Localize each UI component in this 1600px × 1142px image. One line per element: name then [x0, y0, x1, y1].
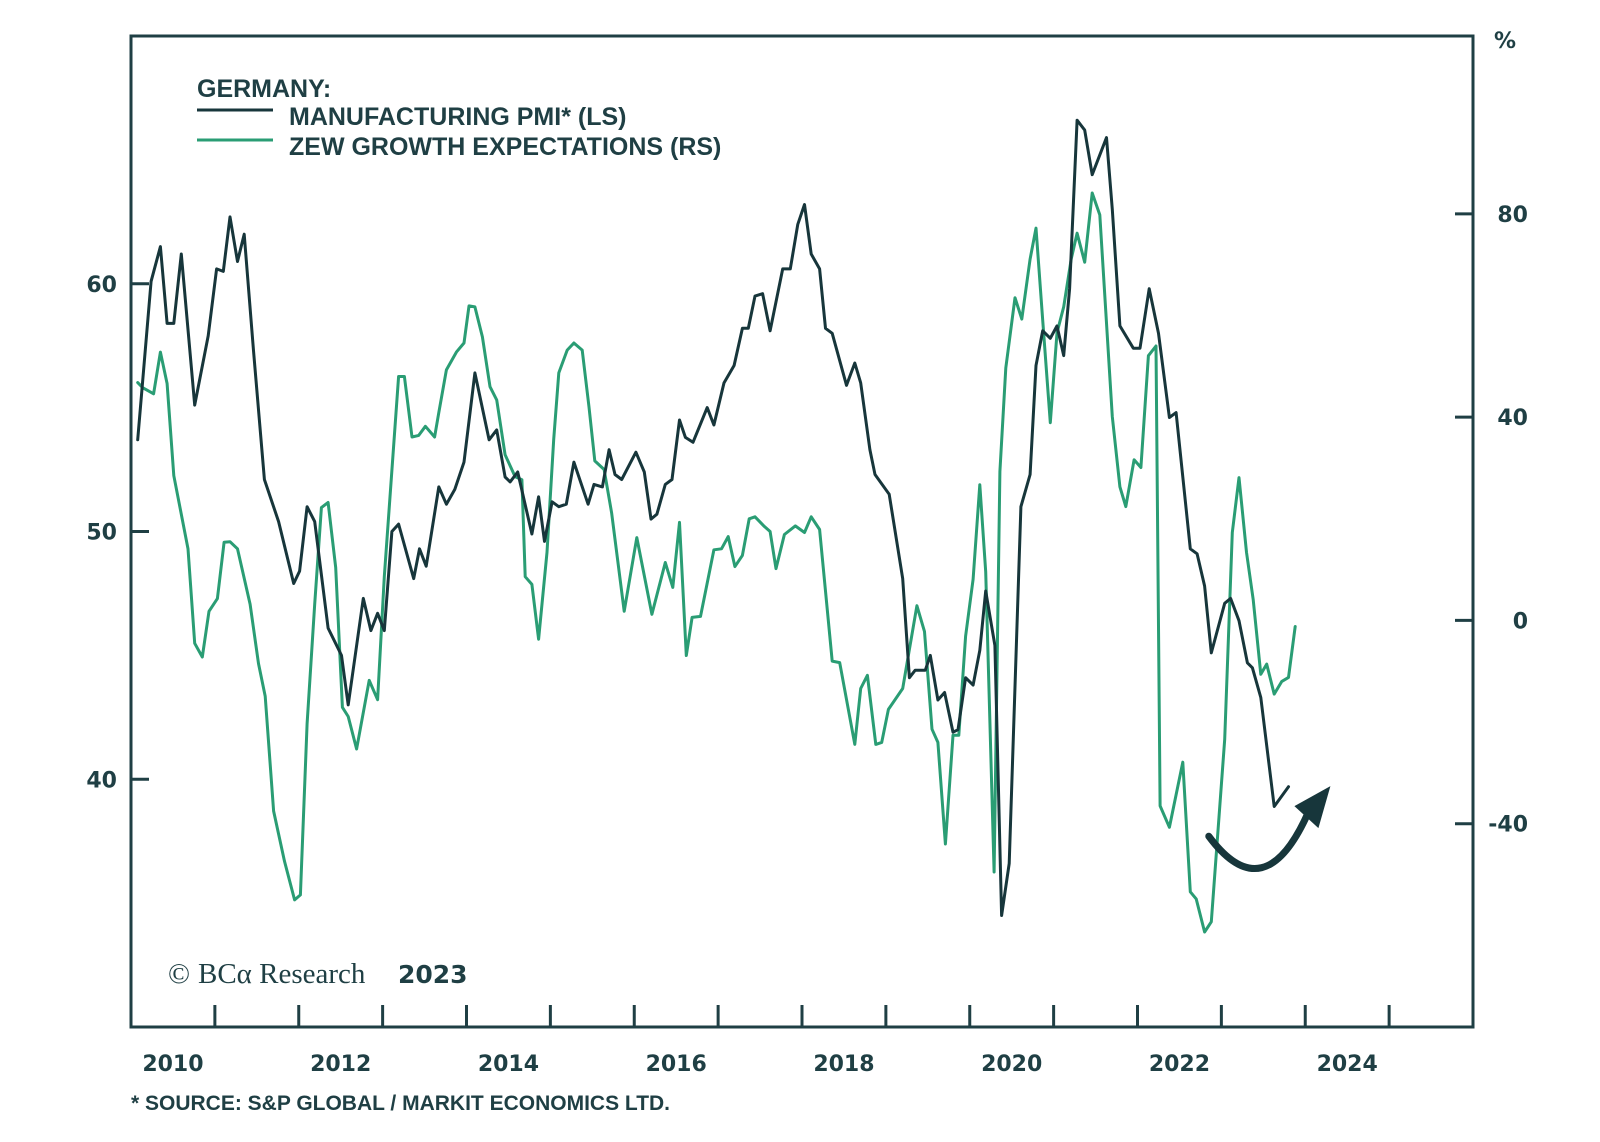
x-tick-label: 2024	[1317, 1052, 1378, 1077]
x-tick-label: 2016	[646, 1052, 707, 1077]
right-y-tick-label: -40	[1488, 813, 1528, 838]
right-y-tick-label: 40	[1497, 406, 1528, 431]
copyright: © BCα Research 2023	[168, 958, 468, 990]
legend-label-zew: ZEW GROWTH EXPECTATIONS (RS)	[289, 133, 721, 161]
series-line-pmi	[136, 118, 1290, 917]
legend-label-pmi: MANUFACTURING PMI* (LS)	[289, 103, 626, 131]
x-axis-ticks	[213, 1005, 1391, 1027]
copyright-year: 2023	[398, 960, 468, 989]
right-y-axis-ticks: -40 0 40 80	[1455, 203, 1528, 838]
copyright-brand: BCα Research	[198, 958, 366, 990]
left-y-tick-label: 50	[86, 521, 117, 546]
x-axis-labels: 2010 2012 2014 2016 2018 2020 2022 2024	[142, 1052, 1377, 1077]
rebound-arrow-shaft	[1205, 808, 1312, 872]
x-tick-label: 2012	[310, 1052, 371, 1077]
x-tick-label: 2020	[981, 1052, 1042, 1077]
x-tick-label: 2022	[1149, 1052, 1210, 1077]
source-note: * SOURCE: S&P GLOBAL / MARKIT ECONOMICS …	[131, 1092, 670, 1115]
rebound-arrow-head-icon	[1294, 786, 1331, 829]
series-line-zew	[136, 191, 1297, 934]
left-y-tick-label: 40	[86, 768, 117, 793]
x-tick-label: 2018	[813, 1052, 874, 1077]
copyright-symbol: ©	[168, 958, 190, 990]
series-layer	[136, 118, 1297, 934]
left-y-axis-ticks: 40 50 60	[86, 273, 149, 793]
legend-title: GERMANY:	[197, 75, 331, 103]
right-y-tick-label: 0	[1513, 609, 1528, 634]
legend: GERMANY: MANUFACTURING PMI* (LS) ZEW GRO…	[197, 75, 721, 161]
x-tick-label: 2010	[142, 1052, 203, 1077]
right-axis-unit: %	[1494, 29, 1516, 54]
left-y-tick-label: 60	[86, 273, 117, 298]
annotation-layer	[1205, 786, 1331, 872]
right-y-tick-label: 80	[1497, 203, 1528, 228]
x-tick-label: 2014	[478, 1052, 539, 1077]
